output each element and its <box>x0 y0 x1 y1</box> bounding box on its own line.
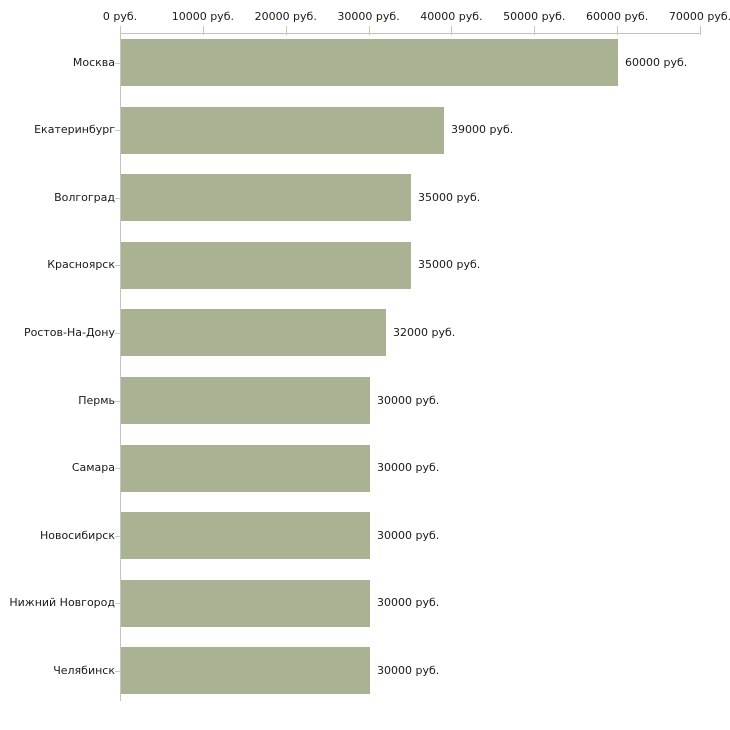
x-axis-tick-mark <box>534 26 536 35</box>
x-axis-tick-label: 20000 руб. <box>254 10 317 23</box>
value-label: 30000 руб. <box>377 664 440 677</box>
value-label: 35000 руб. <box>418 191 481 204</box>
x-axis-tick-mark <box>120 26 121 35</box>
x-axis-tick-label: 40000 руб. <box>420 10 483 23</box>
x-axis-tick-label: 70000 руб. <box>668 10 730 23</box>
x-axis-tick-mark <box>617 26 619 35</box>
x-axis-tick-label: 60000 руб. <box>586 10 649 23</box>
x-axis-tick-mark <box>202 26 204 35</box>
value-label: 30000 руб. <box>377 596 440 609</box>
value-label: 30000 руб. <box>377 529 440 542</box>
category-label: Пермь <box>78 394 115 407</box>
x-axis-tick-mark <box>451 26 453 35</box>
category-label: Екатеринбург <box>34 123 115 136</box>
category-label: Нижний Новгород <box>9 596 115 609</box>
bar-6 <box>121 377 370 424</box>
category-label: Москва <box>72 56 115 69</box>
bar-5 <box>121 309 386 357</box>
y-axis-tick-mark <box>115 536 120 537</box>
category-label: Новосибирск <box>39 529 115 542</box>
y-axis-tick-mark <box>115 671 120 672</box>
bar-2 <box>121 106 444 154</box>
category-label: Волгоград <box>54 191 115 204</box>
bar-3 <box>121 174 411 222</box>
x-axis-tick-label: 10000 руб. <box>171 10 234 23</box>
y-axis-tick-mark <box>115 401 120 402</box>
value-label: 60000 руб. <box>625 56 688 69</box>
x-axis-tick-mark <box>700 26 701 35</box>
bar-9 <box>121 579 370 627</box>
bar-4 <box>121 241 411 289</box>
x-axis-tick-mark <box>285 26 287 35</box>
y-axis-tick-mark <box>115 130 120 131</box>
value-label: 30000 руб. <box>377 394 440 407</box>
bar-8 <box>121 512 370 560</box>
x-axis-tick-mark <box>368 26 370 35</box>
value-label: 35000 руб. <box>418 258 481 271</box>
category-label: Ростов-На-Дону <box>23 326 115 339</box>
value-label: 32000 руб. <box>393 326 456 339</box>
x-axis-tick-label: 50000 руб. <box>503 10 566 23</box>
x-axis-tick-label: 30000 руб. <box>337 10 400 23</box>
y-axis-tick-mark <box>115 333 120 334</box>
bar-7 <box>121 444 370 492</box>
y-axis-tick-mark <box>115 468 120 469</box>
bar-1 <box>121 39 618 86</box>
category-label: Красноярск <box>47 258 115 271</box>
bar-10 <box>121 647 370 695</box>
category-label: Самара <box>71 461 115 474</box>
value-label: 39000 руб. <box>451 123 514 136</box>
y-axis-tick-mark <box>115 603 120 604</box>
y-axis-tick-mark <box>115 63 120 64</box>
y-axis-tick-mark <box>115 265 120 266</box>
plot-area: Москва 60000 руб. Екатеринбург 39000 руб. Во… <box>9 26 701 701</box>
x-axis-tick-label: 0 руб. <box>102 10 138 23</box>
y-axis-tick-mark <box>115 198 120 199</box>
category-label: Челябинск <box>53 664 115 677</box>
value-label: 30000 руб. <box>377 461 440 474</box>
